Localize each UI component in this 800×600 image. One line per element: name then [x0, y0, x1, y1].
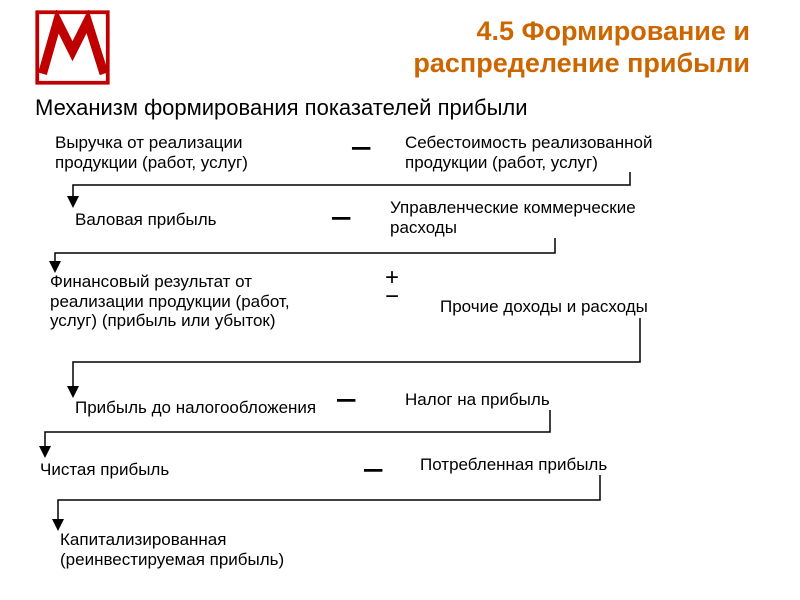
- row-0-right: Себестоимость реализованнойпродукции (ра…: [405, 133, 652, 172]
- title-line1: 4.5 Формирование и: [413, 15, 750, 47]
- row-2-left: Финансовый результат отреализации продук…: [50, 272, 290, 331]
- title-line2: распределение прибыли: [413, 47, 750, 79]
- row-2-right: Прочие доходы и расходы: [440, 297, 648, 317]
- connector-4: [58, 475, 600, 528]
- row-1-op: −: [330, 198, 352, 241]
- row-3-right: Налог на прибыль: [405, 390, 550, 410]
- row-4-left: Чистая прибыль: [40, 460, 169, 480]
- row-5-left: Капитализированная (реинвестируемая приб…: [60, 530, 350, 569]
- row-3-op: −: [335, 380, 357, 423]
- row-1-left: Валовая прибыль: [75, 210, 216, 230]
- row-1-right: Управленческие коммерческиерасходы: [390, 198, 636, 237]
- row-0-op: −: [350, 128, 372, 171]
- row-4-right: Потребленная прибыль: [420, 455, 607, 475]
- connector-1: [55, 238, 555, 270]
- logo: [35, 10, 110, 85]
- row-4-op: −: [362, 450, 384, 493]
- row-0-left: Выручка от реализациипродукции (работ, у…: [55, 133, 248, 172]
- subtitle: Механизм формирования показателей прибыл…: [35, 95, 528, 121]
- row-2-op: +−: [385, 268, 399, 306]
- row-3-left: Прибыль до налогообложения: [75, 398, 316, 418]
- page-title: 4.5 Формирование и распределение прибыли: [413, 15, 750, 80]
